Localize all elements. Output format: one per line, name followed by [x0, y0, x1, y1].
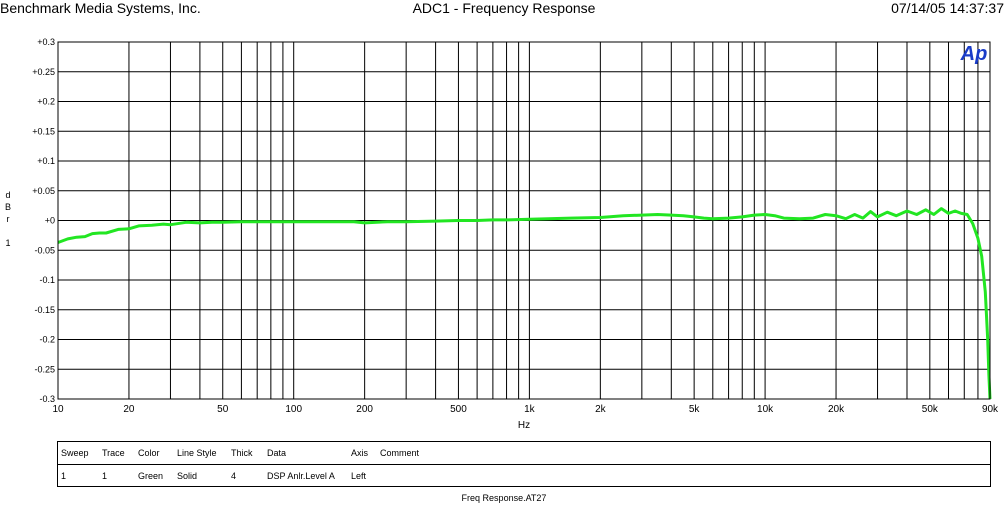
- legend-header-sweep: Sweep: [61, 448, 89, 458]
- y-axis-label-1: 1: [5, 238, 10, 248]
- y-tick-label: +0.15: [32, 126, 55, 136]
- x-tick-label: 2k: [595, 404, 607, 415]
- legend-header-axis: Axis: [351, 448, 369, 458]
- legend-sweep: 1: [61, 471, 67, 481]
- legend-color: Green: [138, 471, 164, 481]
- x-tick-label: 100: [285, 404, 302, 415]
- x-tick-label: 90k: [982, 404, 999, 415]
- legend-header-data: Data: [267, 448, 287, 458]
- legend-thick: 4: [231, 471, 237, 481]
- y-tick-label: -0.05: [34, 245, 55, 255]
- legend-header-row: Sweep Trace Color Line Style Thick Data …: [58, 442, 990, 465]
- legend-line-style: Solid: [177, 471, 198, 481]
- y-axis-label: d B r 1: [5, 190, 11, 248]
- y-axis-label-r: r: [7, 214, 10, 224]
- legend-header-trace: Trace: [102, 448, 125, 458]
- x-tick-label: 10: [52, 404, 64, 415]
- legend-data: DSP Anlr.Level A: [267, 471, 335, 481]
- series-line: [57, 207, 992, 400]
- y-tick-label: +0.25: [32, 67, 55, 77]
- ap-logo: Ap: [960, 43, 988, 65]
- x-axis-label: Hz: [518, 420, 530, 431]
- x-tick-label: 500: [450, 404, 467, 415]
- legend-header-color: Color: [138, 448, 160, 458]
- timestamp: 07/14/05 14:37:37: [891, 0, 1004, 16]
- legend-trace: 1: [102, 471, 108, 481]
- frequency-response-chart: 10 20 50 100 200 500 1k 2k 5k 10k 20k 50k 90k +0.3+0…: [5, 37, 999, 431]
- y-tick-label: +0.1: [37, 156, 55, 166]
- y-tick-label: -0.2: [39, 335, 55, 345]
- legend-header-line-style: Line Style: [177, 448, 217, 458]
- y-axis-label-b: B: [5, 202, 11, 212]
- y-tick-label: +0: [45, 216, 55, 226]
- y-tick-label: -0.15: [34, 305, 55, 315]
- x-tick-label: 50: [217, 404, 229, 415]
- y-tick-label: -0.1: [39, 275, 55, 285]
- chart-series: [57, 207, 992, 400]
- y-tick-label: -0.25: [34, 364, 55, 374]
- legend-axis: Left: [351, 471, 367, 481]
- y-axis-ticks: +0.3 +0.25 +0.2 +0.15 +0.1 +0.05 +0 -0.05 -0.1 -0…: [32, 37, 55, 404]
- y-tick-label: +0.2: [37, 97, 55, 107]
- x-tick-label: 20k: [828, 404, 845, 415]
- legend-header-comment: Comment: [380, 448, 420, 458]
- x-axis-ticks: 10 20 50 100 200 500 1k 2k 5k 10k 20k 50k 90k: [52, 404, 999, 415]
- y-tick-label: +0.3: [37, 37, 55, 47]
- x-tick-label: 50k: [922, 404, 939, 415]
- y-tick-label: +0.05: [32, 186, 55, 196]
- company-name: Benchmark Media Systems, Inc.: [0, 0, 201, 16]
- legend-header-thick: Thick: [231, 448, 253, 458]
- x-tick-label: 10k: [757, 404, 774, 415]
- y-tick-label: -0.3: [39, 394, 55, 404]
- file-name: Freq Response.AT27: [461, 493, 547, 503]
- x-tick-label: 200: [356, 404, 373, 415]
- y-axis-label-d: d: [5, 190, 10, 200]
- plot-frame: [57, 41, 991, 400]
- x-tick-label: 5k: [689, 404, 701, 415]
- legend-row: 1 1 Green Solid 4 DSP Anlr.Level A Left: [58, 465, 990, 487]
- x-tick-label: 20: [123, 404, 135, 415]
- x-tick-label: 1k: [524, 404, 536, 415]
- trace-legend-table: Sweep Trace Color Line Style Thick Data …: [57, 441, 991, 487]
- chart-title: ADC1 - Frequency Response: [412, 0, 596, 16]
